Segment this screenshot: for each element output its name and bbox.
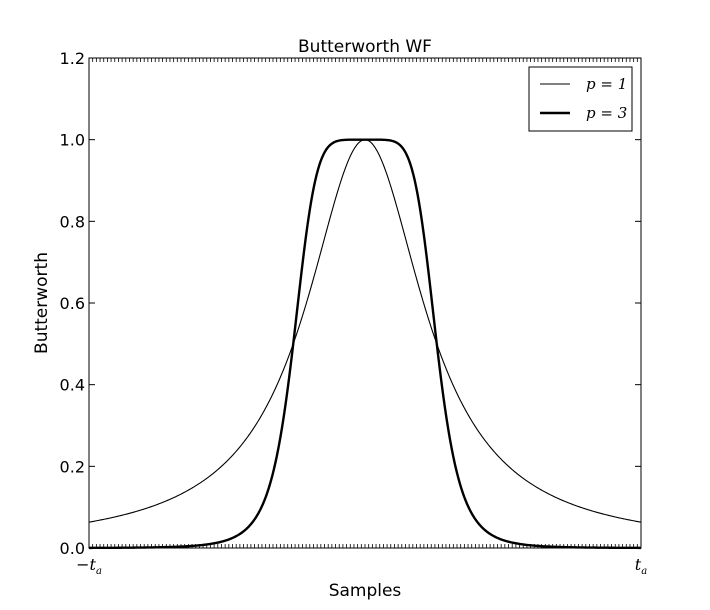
y-axis-ticks: 0.0 0.2 0.4 0.6 0.8 1.0 1.2 [60,49,641,558]
x-tick-label-main: t [635,555,642,574]
legend-label: p = 3 [586,104,627,122]
y-axis-label: Butterworth [32,252,52,354]
series-line-1 [89,138,641,550]
y-tick-label: 1.2 [60,49,85,68]
x-tick-label-sub: a [641,566,647,577]
x-tick-label-sub: a [96,566,102,577]
legend-label: p = 1 [586,75,627,93]
x-tick-label-main: −t [76,555,96,574]
legend: p = 1 p = 3 [528,66,633,132]
x-tick-label: −ta [76,555,102,577]
y-tick-label: 0.4 [60,376,85,395]
chart-title: Butterworth WF [298,37,432,57]
x-tick-label: ta [635,555,647,577]
y-tick-label: 1.0 [60,131,85,150]
y-tick-label: 0.8 [60,212,85,231]
y-tick-label: 0.2 [60,457,85,476]
x-axis-label: Samples [329,581,402,601]
legend-frame [528,66,633,132]
y-tick-label: 0.0 [60,539,85,558]
x-axis-ticks: −ta ta [76,555,647,577]
series-line-0 [88,139,642,523]
x-minor-ticks [88,58,642,548]
plot-frame [88,57,642,549]
series-lines [88,138,642,550]
y-tick-label: 0.6 [60,294,85,313]
